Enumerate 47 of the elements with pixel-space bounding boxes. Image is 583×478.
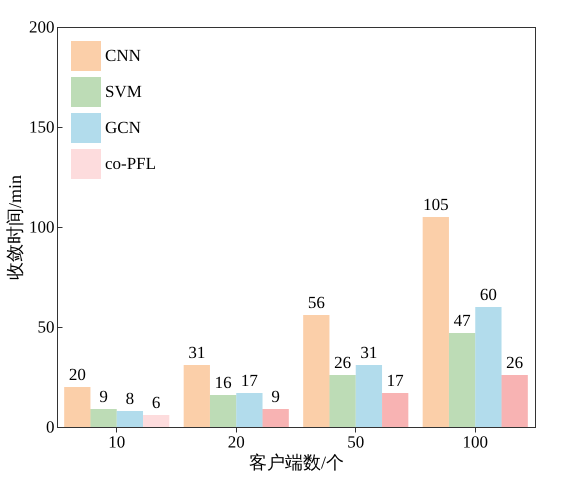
x-axis-title: 客户端数/个: [248, 452, 344, 472]
data-label: 20: [68, 365, 86, 384]
data-label: 60: [480, 285, 497, 304]
bar: [475, 307, 502, 427]
data-label: 56: [308, 293, 325, 312]
x-tick-label: 50: [347, 432, 364, 452]
data-label: 9: [99, 387, 108, 406]
y-tick-label: 150: [29, 118, 54, 136]
data-label: 26: [506, 353, 524, 372]
bar: [448, 333, 476, 427]
legend-label: GCN: [105, 118, 141, 137]
x-tick-label: 100: [462, 432, 488, 452]
bar: [262, 409, 289, 427]
legend-label: SVM: [105, 82, 142, 101]
data-label: 8: [126, 389, 134, 408]
data-label: 31: [360, 343, 378, 362]
data-label: 17: [240, 371, 258, 390]
data-label: 6: [152, 393, 160, 412]
bar: [90, 409, 117, 427]
bar: [64, 387, 90, 427]
y-tick-label: 0: [46, 418, 54, 436]
y-tick-label: 50: [38, 318, 54, 336]
data-label: 9: [271, 387, 280, 406]
bar: [303, 315, 330, 427]
data-label: 17: [386, 371, 404, 390]
bar: [382, 393, 408, 427]
data-label: 105: [423, 195, 449, 214]
data-label: 26: [334, 353, 352, 372]
y-tick-label: 100: [29, 218, 54, 236]
bar: [184, 365, 210, 427]
y-axis-title: 收敛时间/min: [5, 174, 25, 280]
bar: [236, 393, 263, 427]
y-tick-label: 200: [29, 18, 54, 36]
x-tick-label: 20: [228, 432, 245, 452]
bar: [143, 415, 170, 427]
x-tick-label: 10: [108, 432, 126, 452]
data-label: 31: [188, 343, 206, 362]
legend-label: CNN: [105, 46, 141, 65]
bar: [356, 365, 382, 427]
bar: [422, 217, 449, 427]
bar: [210, 395, 236, 427]
bar: [116, 411, 144, 427]
data-label: 47: [454, 311, 472, 330]
data-label: 16: [214, 373, 232, 392]
legend-label: co-PFL: [105, 154, 156, 173]
bar: [502, 375, 528, 427]
bar: [329, 375, 356, 427]
